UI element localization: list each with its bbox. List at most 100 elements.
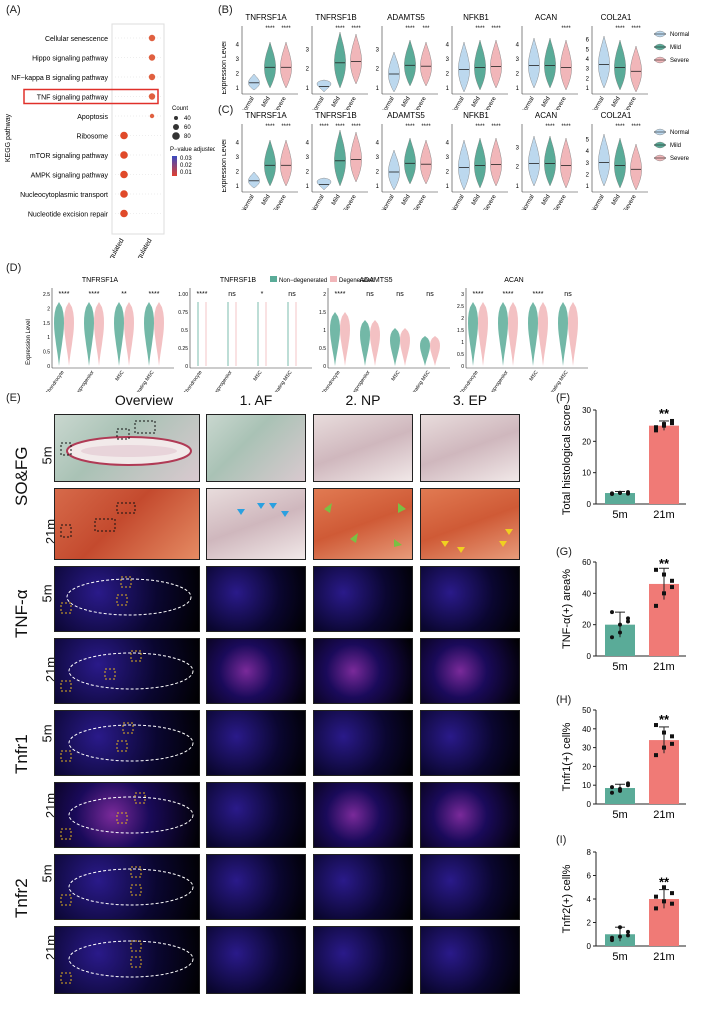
kegg-dot [148,54,156,61]
sig-mark: **** [503,291,514,298]
group-label: Normal [451,194,466,210]
data-point [662,885,666,890]
data-point [654,906,658,911]
micrograph-tnfr2-21m-np [313,926,413,994]
group-label: Normal [591,194,606,210]
sig-mark: **** [319,124,329,130]
age-label: 5m [39,724,55,743]
row-label-tnfr1: Tnfr1 [12,734,31,774]
y-tick: 1 [323,328,326,334]
x-label: 5m [612,661,627,673]
legend-label: Normal [670,32,689,38]
sig-mark: **** [281,26,291,32]
micrograph-tnfa-21m-overview [54,638,200,704]
violin-non [498,302,508,366]
violin-normal [388,149,400,191]
micrograph-sofg-5m-overview [54,414,200,482]
violin-mild [474,137,486,189]
y-tick: 2 [376,67,380,73]
micrograph-sofg-21m-overview [54,488,200,560]
data-point [670,578,674,583]
y-tick: 0.5 [319,346,326,352]
sig-mark: **** [533,291,544,298]
sig-mark: **** [265,26,275,32]
sig-mark: ns [228,291,236,298]
group-label: Mild [401,96,412,109]
micrograph-sofg-21m-af [206,488,306,560]
y-tick: 1 [586,184,590,190]
pathway-label: AMPK signaling pathway [31,173,109,180]
cell-label: MSC [528,369,540,382]
group-label: Severe [273,95,288,110]
y-tick: 2 [461,316,464,322]
sig-mark: ns [426,291,434,298]
data-point [626,933,630,938]
kegg-dot [120,209,128,218]
sig-mark: **** [149,291,160,298]
y-tick: 3 [306,47,310,53]
y-tick: 1.5 [319,310,326,316]
x-label: 21m [653,661,674,673]
legend-p-tick: 0.03 [180,156,192,162]
data-point [618,630,622,635]
data-point [662,899,666,904]
pathway-label: Nucleocytoplasmic transport [20,192,108,199]
cell-label: Chondrocyte [320,370,341,392]
violin-panel-d: Non−degenerated Degenerated Expression Lev… [26,276,588,392]
group-label: Severe [273,193,288,210]
micrograph-tnfr1-21m-np [313,782,413,848]
group-label: Severe [413,193,428,210]
legend-label: Degenerated [339,278,374,284]
violin-mild [334,31,346,89]
pathway-label: mTOR signaling pathway [30,153,109,160]
violin-non [144,302,154,366]
y-tick: 0 [587,500,592,509]
micrograph-tnfa-5m-overview [54,566,200,632]
sig-mark: ** [659,712,670,727]
gene-title: ADAMTS5 [359,277,392,284]
group-label: Severe [343,193,358,210]
violin-ylabel: Expression Level [222,139,228,193]
y-tick: 40 [582,589,591,598]
legend-label: Normal [670,130,689,136]
data-point [662,572,666,577]
micrograph-tnfr1-5m-af [206,710,306,776]
data-point [610,491,614,496]
data-point [626,619,630,624]
y-tick: 4 [376,141,380,147]
y-tick: 60 [582,558,591,567]
y-tick: 10 [582,469,591,478]
y-tick: 20 [582,762,591,771]
y-tick: 2 [323,292,326,298]
y-tick: 1 [516,184,520,190]
micrograph-sofg-21m-ep [420,488,520,560]
violin-severe [490,39,502,89]
sig-mark: **** [281,124,291,130]
y-tick: 2 [516,165,520,171]
micrograph-panel-e: Overview 1. AF 2. NP 3. EP SO&FG TNF-α T… [0,392,550,1027]
group-label: Severe [623,193,638,210]
kegg-dot-plot: KEGG pathway Cellular senescence Hippo sig… [5,23,215,258]
legend-p-tick: 0.01 [180,170,192,176]
legend-count: 80 [184,134,191,140]
bar-ylabel: TNF-α(+) area% [561,569,573,649]
y-tick: 3 [236,155,240,161]
kegg-dot [120,170,128,179]
violin-mild [474,39,486,91]
y-tick: 3 [586,67,590,73]
violin-severe [420,139,432,185]
y-tick: 0 [587,800,592,809]
micrograph-tnfr1-21m-af [206,782,306,848]
y-tick: 4 [306,141,310,147]
micrograph-tnfa-5m-ep [420,566,520,632]
kegg-dot [148,73,156,81]
group-label: Normal [451,96,466,110]
sig-mark: ** [659,556,670,571]
violin-normal [248,73,260,91]
data-point [670,901,674,906]
y-tick: 4 [587,895,592,904]
y-tick: 1 [376,184,380,190]
data-point [618,934,622,939]
data-point [610,935,614,940]
